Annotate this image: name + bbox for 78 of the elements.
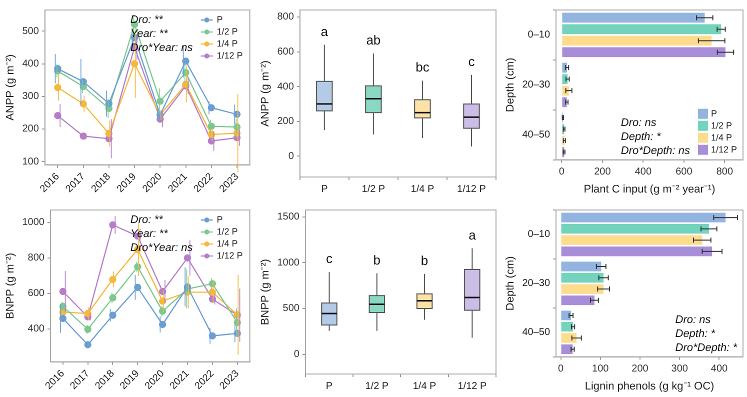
legend-label: 1/12 P <box>710 144 738 154</box>
x-axis-title: Lignin phenols (g kg⁻¹ OC) <box>584 380 714 392</box>
x-tick-label: P <box>326 380 333 392</box>
y-tick-label: 20–30 <box>522 80 550 91</box>
legend-label: 1/2 P <box>216 26 238 36</box>
annotation: b <box>420 252 428 268</box>
y-tick-label: 100 <box>22 156 40 168</box>
x-tick-label: 0 <box>558 166 565 178</box>
y-tick-label: 0–10 <box>528 30 550 41</box>
annotation: Dro: ** <box>130 14 164 26</box>
y-tick-label: 1500 <box>277 212 300 223</box>
annotation: Dro*Depth: ns <box>620 144 690 157</box>
legend-label: 1/2 P <box>710 120 732 130</box>
x-axis-title: Plant C input (g m⁻² year⁻¹) <box>584 183 716 196</box>
y-axis-title: BNPP (g m⁻²) <box>4 252 17 319</box>
legend-label: P <box>710 108 717 118</box>
y-tick-label: 400 <box>22 58 40 70</box>
legend-label: 1/4 P <box>216 38 238 48</box>
annotation: Depth: * <box>675 328 716 340</box>
y-tick-label: 200 <box>22 124 40 135</box>
annotation: Depth: * <box>620 130 662 143</box>
annotation: ab <box>366 32 381 48</box>
annotation: Dro: ns <box>620 116 657 129</box>
y-axis-title: ANPP (g m⁻²) <box>4 54 17 120</box>
y-tick-label: 800 <box>28 252 45 264</box>
y-tick-label: 600 <box>277 46 294 58</box>
y-tick-label: 0 <box>288 150 294 162</box>
y-tick-label: 500 <box>22 26 40 37</box>
y-tick-label: 0–10 <box>528 229 550 240</box>
y-tick-label: 800 <box>277 12 294 23</box>
legend-label: P <box>216 214 223 224</box>
x-tick-label: 300 <box>671 364 688 375</box>
y-tick-label: 400 <box>277 81 294 92</box>
x-tick-label: 1/12 P <box>458 380 487 392</box>
y-tick-label: 40–50 <box>522 130 550 141</box>
x-tick-label: 1/12 P <box>457 184 486 195</box>
x-tick-label: 400 <box>710 364 728 375</box>
y-tick-label: 500 <box>282 303 300 314</box>
x-tick-label: 1/2 P <box>362 184 386 195</box>
y-tick-label: 200 <box>277 116 294 128</box>
x-tick-label: 800 <box>716 166 734 178</box>
y-tick-label: 1000 <box>22 217 45 228</box>
legend-label: 1/2 P <box>216 226 238 236</box>
annotation: a <box>320 24 329 39</box>
legend-label: 1/12 P <box>216 50 243 60</box>
y-axis-title: ANPP (g m⁻²) <box>260 60 272 127</box>
annotation: c <box>468 54 476 70</box>
y-tick-label: 20–30 <box>522 278 550 290</box>
annotation: b <box>373 252 381 268</box>
y-tick-label: 300 <box>22 91 40 102</box>
annotation: a <box>468 227 477 242</box>
y-tick-label: 0 <box>294 349 300 360</box>
x-tick-label: 600 <box>676 166 693 178</box>
y-axis-title: Depth (cm) <box>504 58 517 112</box>
x-tick-label: 200 <box>594 166 612 178</box>
x-tick-label: 1/4 P <box>410 184 434 195</box>
annotation: Dro: ** <box>130 214 164 226</box>
x-tick-label: 1/4 P <box>412 380 437 392</box>
y-axis-title: Depth (cm) <box>504 256 517 311</box>
legend-label: 1/4 P <box>216 238 238 248</box>
y-axis-title: BNPP (g m⁻²) <box>260 258 272 326</box>
legend-label: 1/4 P <box>710 132 732 142</box>
x-tick-label: 400 <box>634 166 652 178</box>
legend-label: P <box>216 14 223 24</box>
annotation: bc <box>416 60 430 75</box>
x-tick-label: P <box>321 184 328 195</box>
annotation: Dro: ns <box>675 314 712 326</box>
x-tick-label: 0 <box>558 364 564 375</box>
x-tick-label: 200 <box>632 364 649 375</box>
legend-label: 1/12 P <box>216 250 243 260</box>
y-tick-label: 400 <box>28 324 45 335</box>
y-tick-label: 1000 <box>277 257 300 268</box>
annotation: Dro*Depth: * <box>675 342 738 354</box>
y-tick-label: 40–50 <box>522 327 550 338</box>
y-tick-label: 600 <box>28 288 45 300</box>
x-tick-label: 100 <box>592 364 610 375</box>
annotation: c <box>326 251 334 266</box>
x-tick-label: 1/2 P <box>365 380 389 392</box>
